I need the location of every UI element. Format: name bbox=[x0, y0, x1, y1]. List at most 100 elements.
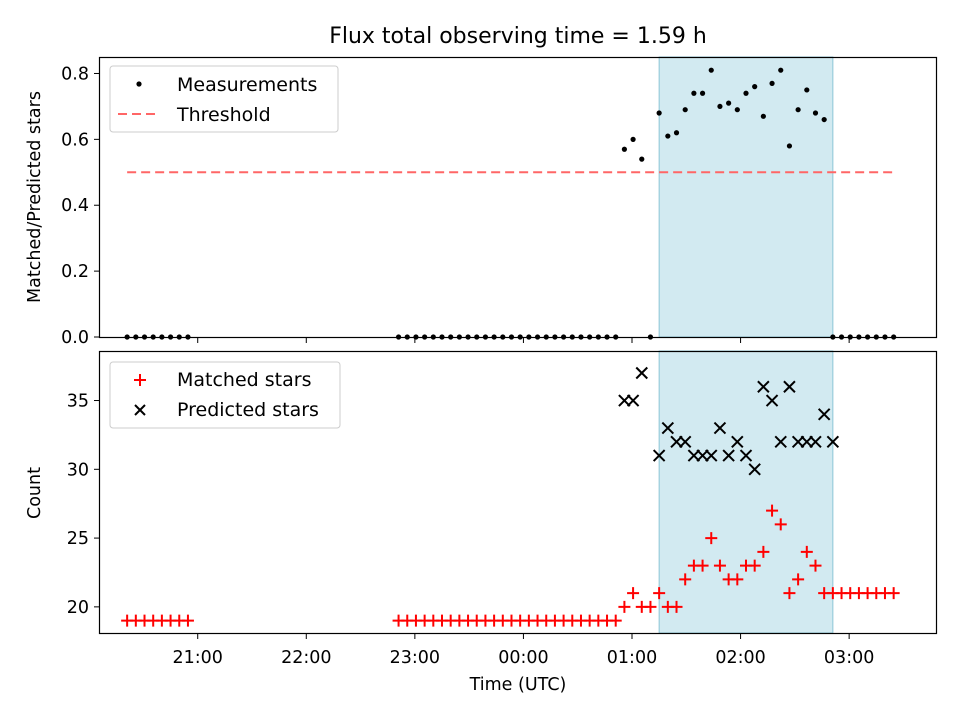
predicted-star-point bbox=[678, 435, 692, 448]
measurement-point bbox=[682, 107, 688, 113]
matched-star-point bbox=[757, 545, 770, 558]
legend-predicted-stars: Predicted stars bbox=[177, 399, 319, 421]
predicted-star-point bbox=[757, 380, 770, 393]
matched-star-point bbox=[783, 587, 796, 600]
measurements-legend-marker bbox=[136, 81, 142, 87]
top-legend: Measurements Threshold bbox=[109, 65, 339, 133]
top-marks bbox=[124, 67, 897, 340]
top-y-axis-label: Matched/Predicted stars bbox=[25, 91, 45, 303]
measurement-point bbox=[621, 146, 628, 152]
measurement-point bbox=[821, 116, 827, 123]
predicted-star-point bbox=[661, 421, 675, 435]
predicted-legend-marker bbox=[134, 404, 146, 416]
matched-star-point bbox=[731, 573, 744, 586]
matched-star-point bbox=[705, 532, 718, 545]
bottom-y-tick-label: 35 bbox=[67, 392, 89, 412]
top-y-tick-label: 0.2 bbox=[61, 262, 89, 282]
bottom-marks bbox=[121, 366, 900, 627]
matched-legend-marker bbox=[134, 374, 146, 386]
top-highlight-span bbox=[658, 56, 834, 338]
x-tick-label: 01:00 bbox=[607, 648, 657, 668]
bottom-y-axis: 20 25 30 35 bbox=[67, 392, 100, 618]
x-tick-label: 22:00 bbox=[281, 648, 331, 668]
bottom-highlight-span bbox=[658, 350, 834, 634]
measurement-point bbox=[795, 107, 801, 113]
bottom-y-tick-label: 25 bbox=[67, 529, 89, 549]
measurement-point bbox=[726, 100, 732, 106]
matched-star-point bbox=[618, 600, 631, 613]
predicted-star-point bbox=[774, 435, 787, 448]
top-y-tick-label: 0.0 bbox=[61, 328, 89, 348]
legend-matched-stars: Matched stars bbox=[177, 369, 311, 391]
top-y-axis: 0.0 0.2 0.4 0.6 0.8 bbox=[61, 64, 100, 348]
measurement-point bbox=[639, 156, 645, 162]
matched-star-point bbox=[644, 600, 657, 613]
bottom-plot-frame bbox=[98, 350, 938, 635]
predicted-star-point bbox=[722, 449, 735, 462]
predicted-star-point bbox=[783, 380, 796, 393]
top-plot-frame bbox=[98, 56, 938, 339]
measurement-point bbox=[734, 107, 740, 113]
bottom-x-ticks: 21:00 22:00 23:00 00:00 01:00 02:00 03:00 bbox=[172, 633, 874, 668]
measurement-point bbox=[699, 90, 706, 96]
predicted-star-point bbox=[809, 435, 822, 448]
measurement-point bbox=[665, 133, 671, 139]
measurement-point bbox=[769, 80, 775, 86]
predicted-star-point bbox=[635, 366, 648, 380]
matched-star-point bbox=[181, 614, 194, 627]
bottom-y-axis-label: Count bbox=[25, 467, 45, 519]
measurement-point bbox=[717, 103, 723, 110]
legend-measurements: Measurements bbox=[177, 74, 317, 96]
x-tick-label: 23:00 bbox=[390, 648, 440, 668]
x-axis-label: Time (UTC) bbox=[469, 675, 567, 695]
measurement-point bbox=[691, 90, 697, 96]
bottom-y-tick-label: 20 bbox=[67, 598, 89, 618]
x-tick-label: 00:00 bbox=[498, 648, 548, 668]
matched-star-point bbox=[609, 614, 622, 627]
matched-star-point bbox=[748, 559, 761, 572]
matched-star-point bbox=[653, 587, 666, 600]
x-tick-label: 02:00 bbox=[715, 648, 765, 668]
matched-star-point bbox=[696, 559, 709, 572]
x-tick-label: 03:00 bbox=[824, 648, 874, 668]
matched-star-point bbox=[792, 573, 805, 586]
matched-star-point bbox=[627, 587, 640, 600]
matched-star-point bbox=[766, 504, 779, 517]
bottom-y-tick-label: 30 bbox=[67, 460, 89, 480]
predicted-star-point bbox=[652, 449, 666, 462]
measurement-point bbox=[812, 110, 819, 116]
matched-star-point bbox=[774, 518, 787, 531]
top-y-tick-label: 0.6 bbox=[61, 130, 89, 150]
measurement-point bbox=[708, 67, 714, 73]
chart-title: Flux total observing time = 1.59 h bbox=[329, 24, 707, 49]
top-x-ticks bbox=[197, 337, 850, 343]
legend-threshold: Threshold bbox=[176, 104, 271, 126]
measurement-point bbox=[743, 90, 749, 96]
measurement-point bbox=[760, 113, 766, 119]
bottom-legend: Matched stars Predicted stars bbox=[109, 361, 341, 429]
measurement-point bbox=[752, 84, 758, 90]
predicted-star-point bbox=[765, 394, 779, 407]
predicted-star-point bbox=[731, 435, 744, 448]
predicted-star-point bbox=[748, 463, 761, 476]
predicted-star-point bbox=[626, 394, 640, 407]
predicted-star-point bbox=[826, 435, 840, 448]
matched-star-point bbox=[887, 587, 900, 600]
matched-star-point bbox=[679, 573, 692, 586]
matched-star-point bbox=[800, 545, 813, 558]
measurement-point bbox=[778, 67, 784, 73]
measurement-point bbox=[656, 110, 662, 116]
top-y-tick-label: 0.4 bbox=[61, 196, 89, 216]
measurement-point bbox=[630, 136, 636, 142]
predicted-star-point bbox=[817, 408, 831, 421]
matched-star-point bbox=[809, 559, 822, 572]
bottom-legend-box bbox=[109, 361, 341, 429]
x-tick-label: 21:00 bbox=[172, 648, 222, 668]
top-legend-box bbox=[109, 65, 339, 133]
top-y-tick-label: 0.8 bbox=[61, 64, 89, 84]
bottom-panel: 20 25 30 35 21:00 22:00 23:00 00:00 01:00 02:00 0… bbox=[25, 350, 938, 695]
measurement-point bbox=[804, 87, 810, 93]
predicted-star-point bbox=[739, 449, 753, 462]
top-panel: 0.00.20.40.60.8 Matched/Predicted stars … bbox=[25, 56, 938, 348]
